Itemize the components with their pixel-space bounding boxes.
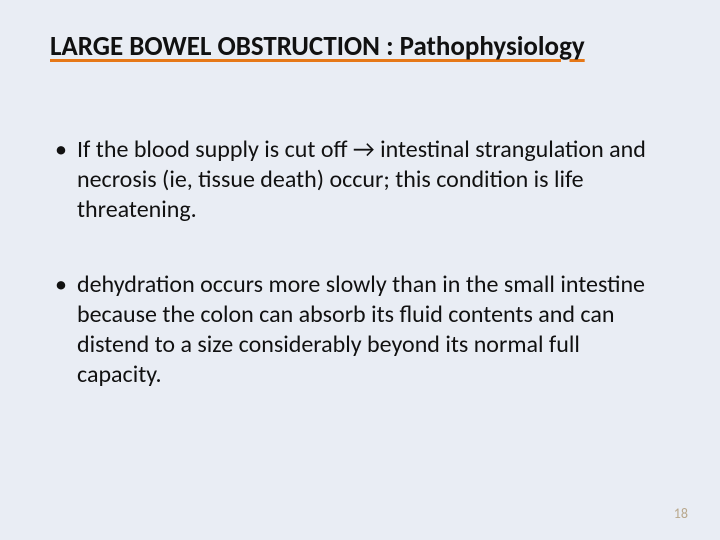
bullet-text: If the blood supply is cut off → intesti…: [77, 135, 665, 225]
page-number: 18: [674, 505, 688, 522]
bullet-marker: •: [55, 135, 77, 165]
bullet-text: dehydration occurs more slowly than in t…: [77, 270, 665, 390]
bullet-item: • If the blood supply is cut off → intes…: [55, 135, 665, 225]
bullet-marker: •: [55, 270, 77, 300]
slide-body: • If the blood supply is cut off → intes…: [55, 135, 665, 435]
bullet-item: • dehydration occurs more slowly than in…: [55, 270, 665, 390]
slide: LARGE BOWEL OBSTRUCTION : Pathophysiolog…: [0, 0, 720, 540]
slide-title: LARGE BOWEL OBSTRUCTION : Pathophysiolog…: [50, 30, 690, 63]
